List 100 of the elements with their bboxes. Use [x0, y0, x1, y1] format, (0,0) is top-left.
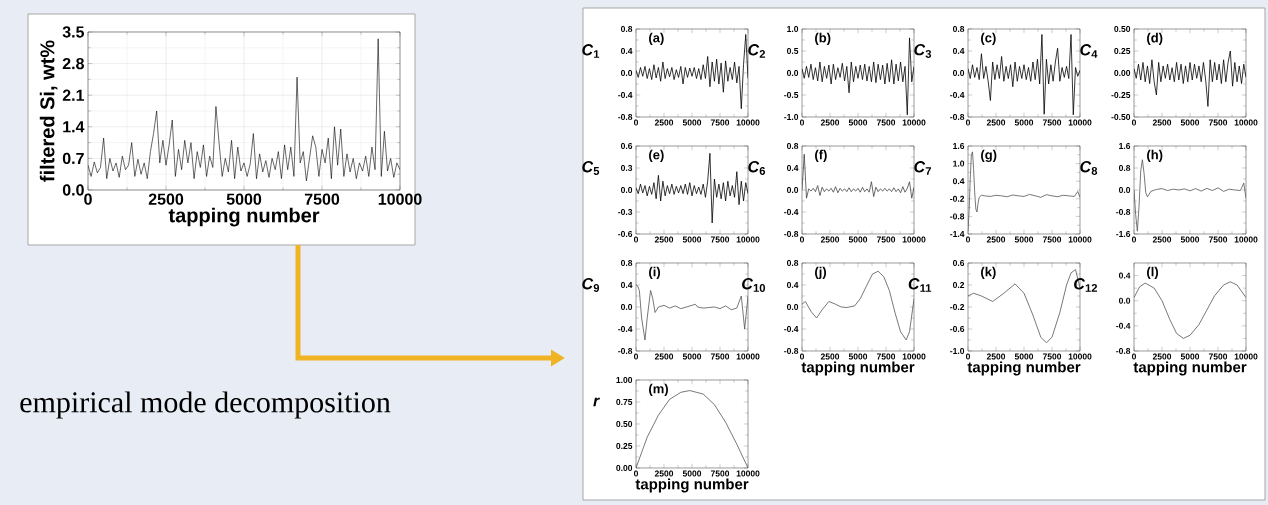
y-tick-label: -0.8 — [950, 213, 965, 220]
y-tick-label: 0.25 — [1114, 47, 1131, 54]
y-tick-label: 0.0 — [1118, 186, 1131, 193]
y-tick-label: 0.4 — [952, 47, 965, 54]
x-tick-label: 10000 — [1234, 119, 1258, 126]
x-tick-label: 5000 — [1014, 119, 1034, 126]
x-tick-label: 0 — [965, 119, 971, 126]
x-axis-title: tapping number — [168, 207, 320, 227]
x-tick-label: 10000 — [736, 119, 760, 126]
annotation: (j) — [815, 266, 827, 279]
y-tick-label: 0.4 — [786, 164, 799, 171]
annotation: (m) — [649, 383, 668, 396]
y-tick-label: -0.8 — [1116, 347, 1131, 354]
x-tick-label: 0 — [799, 236, 805, 243]
y-tick-label: -0.4 — [1116, 322, 1131, 329]
y-tick-label: -0.4 — [618, 91, 633, 98]
y-tick-label: -0.8 — [1116, 208, 1131, 215]
x-axis-title: tapping number — [635, 478, 749, 493]
y-tick-label: 0.00 — [616, 464, 633, 471]
y-tick-label: 0.8 — [620, 259, 633, 266]
y-tick-label: 0.2 — [952, 281, 965, 288]
y-tick-label: 2.1 — [62, 89, 85, 101]
y-tick-label: 0.0 — [786, 186, 799, 193]
y-tick-label: -0.25 — [1111, 91, 1131, 98]
y-tick-label: -0.4 — [950, 91, 965, 98]
y-tick-label: -0.5 — [784, 91, 799, 98]
x-tick-label: 5000 — [1014, 353, 1034, 360]
x-tick-label: 0 — [965, 353, 971, 360]
x-tick-label: 7500 — [876, 236, 896, 243]
y-tick-label: -0.2 — [950, 195, 965, 202]
x-tick-label: 5000 — [1180, 353, 1200, 360]
annotation: (k) — [981, 266, 996, 279]
y-tick-label: 0.4 — [952, 178, 965, 185]
y-tick-label: 1.0 — [787, 25, 799, 32]
y-tick-label: 1.0 — [953, 160, 965, 167]
x-tick-label: 2500 — [820, 353, 840, 360]
x-tick-label: 10000 — [1068, 119, 1092, 126]
y-tick-label: 0.0 — [1118, 297, 1131, 304]
x-tick-label: 10000 — [902, 119, 926, 126]
x-tick-label: 0 — [633, 353, 639, 360]
y-tick-label: -0.2 — [950, 303, 965, 310]
y-axis-title: C$_{1}$ — [582, 44, 600, 58]
y-tick-label: -0.8 — [618, 113, 633, 120]
y-axis-title: C$_{9}$ — [582, 278, 600, 292]
y-tick-label: 0.8 — [1118, 164, 1131, 171]
x-tick-label: 2500 — [654, 236, 674, 243]
x-tick-label: 2500 — [1152, 353, 1172, 360]
x-tick-label: 5000 — [682, 236, 702, 243]
x-tick-label: 0 — [1131, 236, 1137, 243]
x-tick-label: 0 — [633, 119, 639, 126]
x-tick-label: 5000 — [1180, 119, 1200, 126]
y-tick-label: -0.4 — [784, 325, 799, 332]
y-tick-label: 0.4 — [1118, 272, 1131, 279]
y-axis-title: r — [593, 397, 600, 407]
y-axis-title: C$_{10}$ — [742, 278, 766, 292]
y-tick-label: 0.25 — [616, 442, 633, 449]
x-tick-label: 5000 — [848, 353, 868, 360]
y-tick-label: 1.6 — [953, 142, 965, 149]
x-tick-label: 7500 — [304, 193, 340, 205]
x-tick-label: 10000 — [902, 353, 926, 360]
y-tick-label: 0.4 — [620, 47, 633, 54]
y-axis-title: C$_{2}$ — [748, 44, 766, 58]
x-tick-label: 7500 — [1042, 236, 1062, 243]
y-tick-label: 0.8 — [786, 259, 799, 266]
x-tick-label: 0 — [633, 470, 639, 477]
x-tick-label: 2500 — [820, 119, 840, 126]
x-tick-label: 7500 — [1208, 353, 1228, 360]
annotation: (f) — [815, 149, 827, 162]
y-tick-label: 0.0 — [786, 69, 799, 76]
y-tick-label: 0.50 — [1114, 25, 1131, 32]
x-tick-label: 10000 — [902, 236, 926, 243]
y-axis-title: C$_{7}$ — [914, 161, 931, 175]
x-tick-label: 7500 — [1208, 236, 1228, 243]
y-tick-label: 0.5 — [786, 47, 799, 54]
y-tick-label: 0.00 — [1114, 69, 1131, 76]
y-axis-title: C$_{4}$ — [1080, 44, 1098, 58]
x-tick-label: 7500 — [710, 236, 730, 243]
x-tick-label: 10000 — [736, 353, 760, 360]
y-tick-label: -1.0 — [950, 347, 965, 354]
x-axis-title: tapping number — [1133, 361, 1247, 376]
y-tick-label: 0.75 — [616, 398, 633, 405]
y-tick-label: -0.8 — [618, 347, 633, 354]
x-tick-label: 10000 — [1234, 353, 1258, 360]
x-tick-label: 0 — [1131, 119, 1137, 126]
x-tick-label: 2500 — [1152, 119, 1172, 126]
y-tick-label: 0.0 — [62, 184, 84, 196]
x-tick-label: 10000 — [736, 236, 760, 243]
annotation: (g) — [981, 149, 997, 163]
text: empirical mode decomposition — [20, 391, 391, 419]
line-series — [1134, 281, 1246, 339]
y-axis-title: C$_{6}$ — [748, 161, 766, 175]
x-tick-label: 7500 — [876, 119, 896, 126]
y-tick-label: -1.0 — [784, 113, 799, 120]
y-axis-title: C$_{12}$ — [1074, 278, 1098, 292]
y-tick-label: 0.4 — [786, 281, 799, 288]
x-tick-label: 2500 — [654, 470, 674, 477]
y-tick-label: 0.0 — [952, 69, 965, 76]
x-tick-label: 0 — [84, 193, 92, 205]
y-tick-label: 0.3 — [620, 164, 633, 171]
y-tick-label: -1.4 — [950, 231, 965, 237]
